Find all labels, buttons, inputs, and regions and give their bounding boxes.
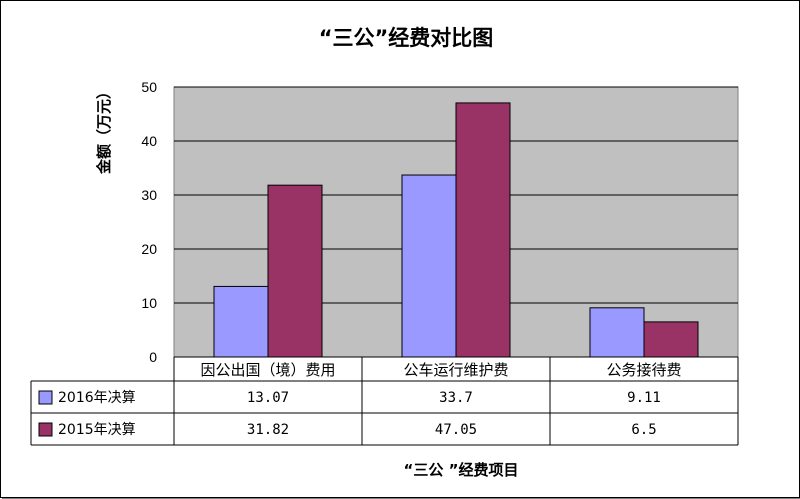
data-label: 13.07 <box>247 390 289 406</box>
category-label: 因公出国（境）费用 <box>200 361 335 379</box>
bars <box>213 102 699 358</box>
category-label: 公车运行维护费 <box>403 361 508 379</box>
data-label: 6.5 <box>631 422 656 438</box>
data-table: 因公出国（境）费用 公车运行维护费 公务接待费 2016年决算 13.07 33.7 9.1… <box>30 356 739 446</box>
y-tick-label: 40 <box>141 133 157 149</box>
y-axis-label: 金额（万元） <box>95 84 113 175</box>
chart-title: “三公”经费对比图 <box>319 26 494 50</box>
y-axis-ticks: 0 10 20 30 40 50 <box>141 79 157 365</box>
data-label: 33.7 <box>439 390 473 406</box>
category-label: 公务接待费 <box>606 361 681 379</box>
y-tick-label: 50 <box>141 79 157 95</box>
series-name: 2015年决算 <box>58 422 136 438</box>
data-label: 9.11 <box>627 390 661 406</box>
bar <box>589 307 645 358</box>
y-tick-label: 10 <box>141 295 157 311</box>
series-name: 2016年决算 <box>58 390 136 406</box>
bar <box>267 184 323 358</box>
data-label: 47.05 <box>435 422 477 438</box>
bar <box>401 174 457 358</box>
data-label: 31.82 <box>247 422 289 438</box>
legend-swatch <box>38 422 53 437</box>
y-tick-label: 30 <box>141 187 157 203</box>
legend-swatch <box>38 390 53 405</box>
y-tick-label: 0 <box>149 349 157 365</box>
bar <box>213 285 269 358</box>
x-axis-label: “三公 ”经费项目 <box>404 461 519 479</box>
y-tick-label: 20 <box>141 241 157 257</box>
bar <box>455 102 511 358</box>
bar <box>643 321 699 358</box>
